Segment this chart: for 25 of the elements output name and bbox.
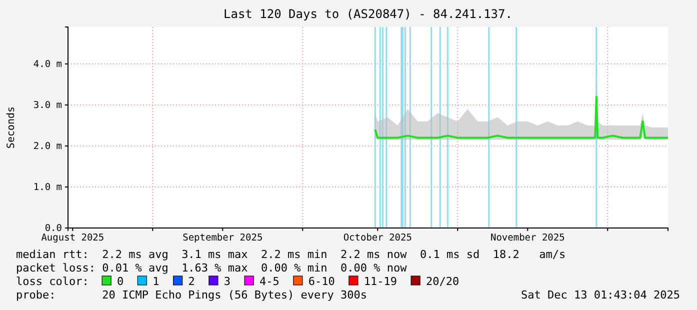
- line-series: [374, 96, 669, 139]
- text: probe: 20 ICMP Echo Pings (56 Bytes) every 300s: [16, 288, 367, 302]
- x-tick-label: October 2025: [343, 232, 412, 244]
- legend-label: 1: [152, 275, 160, 288]
- legend-label: 11-19: [364, 275, 398, 288]
- y-tick-label: 0.0: [44, 223, 62, 234]
- text: packet loss: 0.01 % avg 1.63 % max 0.00 % min 0.00 % now: [16, 262, 408, 274]
- y-tick-label: 1.0 m: [33, 182, 62, 194]
- x-tick-label: November 2025: [490, 232, 565, 244]
- legend-label: 0: [117, 275, 124, 288]
- y-axis-title: Seconds: [6, 106, 17, 149]
- x-tick-label: September 2025: [182, 232, 263, 244]
- text: Sat Dec 13 01:43:04 2025: [521, 288, 680, 302]
- y-tick-label: 2.0 m: [33, 141, 62, 152]
- x-tick-label: August 2025: [41, 232, 104, 244]
- chart-title: Last 120 Days to (AS20847) - 84.241.137.: [224, 7, 512, 21]
- legend-label: 2: [188, 275, 195, 288]
- legend-label: 6-10: [308, 275, 335, 288]
- legend-label: 20/20: [426, 275, 460, 288]
- legend-label: 3: [224, 275, 231, 288]
- legend-title: loss color:: [16, 275, 89, 288]
- y-tick-label: 3.0 m: [33, 100, 62, 111]
- legend-label: 4-5: [260, 275, 280, 288]
- text: median rtt: 2.2 ms avg 3.1 ms max 2.2 ms min 2.2 ms now 0.1 ms sd 18.2 am/s: [16, 248, 566, 261]
- y-tick-label: 4.0 m: [33, 58, 62, 70]
